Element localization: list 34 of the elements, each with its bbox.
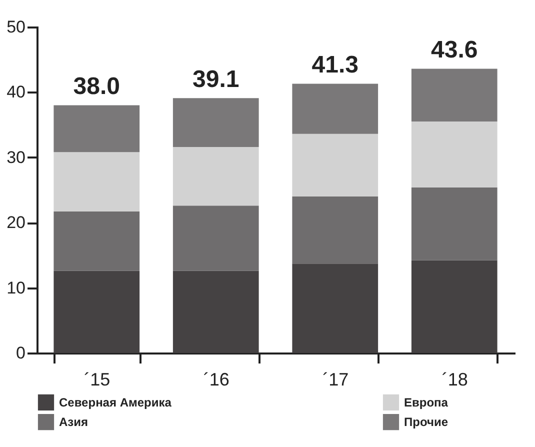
bar <box>411 122 498 188</box>
bar <box>292 134 378 197</box>
y-tick-label: 30 <box>6 148 26 167</box>
bar <box>54 270 140 353</box>
x-tick-label: ´17 <box>322 370 349 390</box>
bar <box>172 270 259 353</box>
bar <box>292 196 378 264</box>
y-tick-label: 40 <box>6 82 26 102</box>
y-tick-label: 50 <box>6 18 26 36</box>
y-tick-label: 0 <box>16 344 26 362</box>
bar <box>411 68 498 122</box>
bar <box>54 212 140 271</box>
x-tick-label: ´15 <box>84 370 110 390</box>
y-tick-label: 20 <box>6 213 26 232</box>
bar <box>54 105 140 152</box>
legend-label: Европа <box>404 395 448 410</box>
bar <box>292 84 378 134</box>
legend-label: Прочие <box>404 415 448 429</box>
bar <box>172 98 259 147</box>
bar <box>54 152 140 212</box>
legend-label: Северная Америка <box>59 395 172 410</box>
bar <box>292 264 378 353</box>
x-tick-label: ´16 <box>203 370 230 390</box>
bar <box>411 260 498 353</box>
bar <box>411 187 498 260</box>
total-label: 41.3 <box>312 52 358 79</box>
legend-label: Азия <box>59 415 88 429</box>
total-label: 39.1 <box>192 66 240 94</box>
total-label: 38.0 <box>73 73 120 100</box>
bar <box>172 146 259 206</box>
bar <box>172 206 259 271</box>
x-tick-label: ´18 <box>442 370 468 390</box>
y-tick-label: 10 <box>6 278 26 298</box>
total-label: 43.6 <box>431 36 478 64</box>
